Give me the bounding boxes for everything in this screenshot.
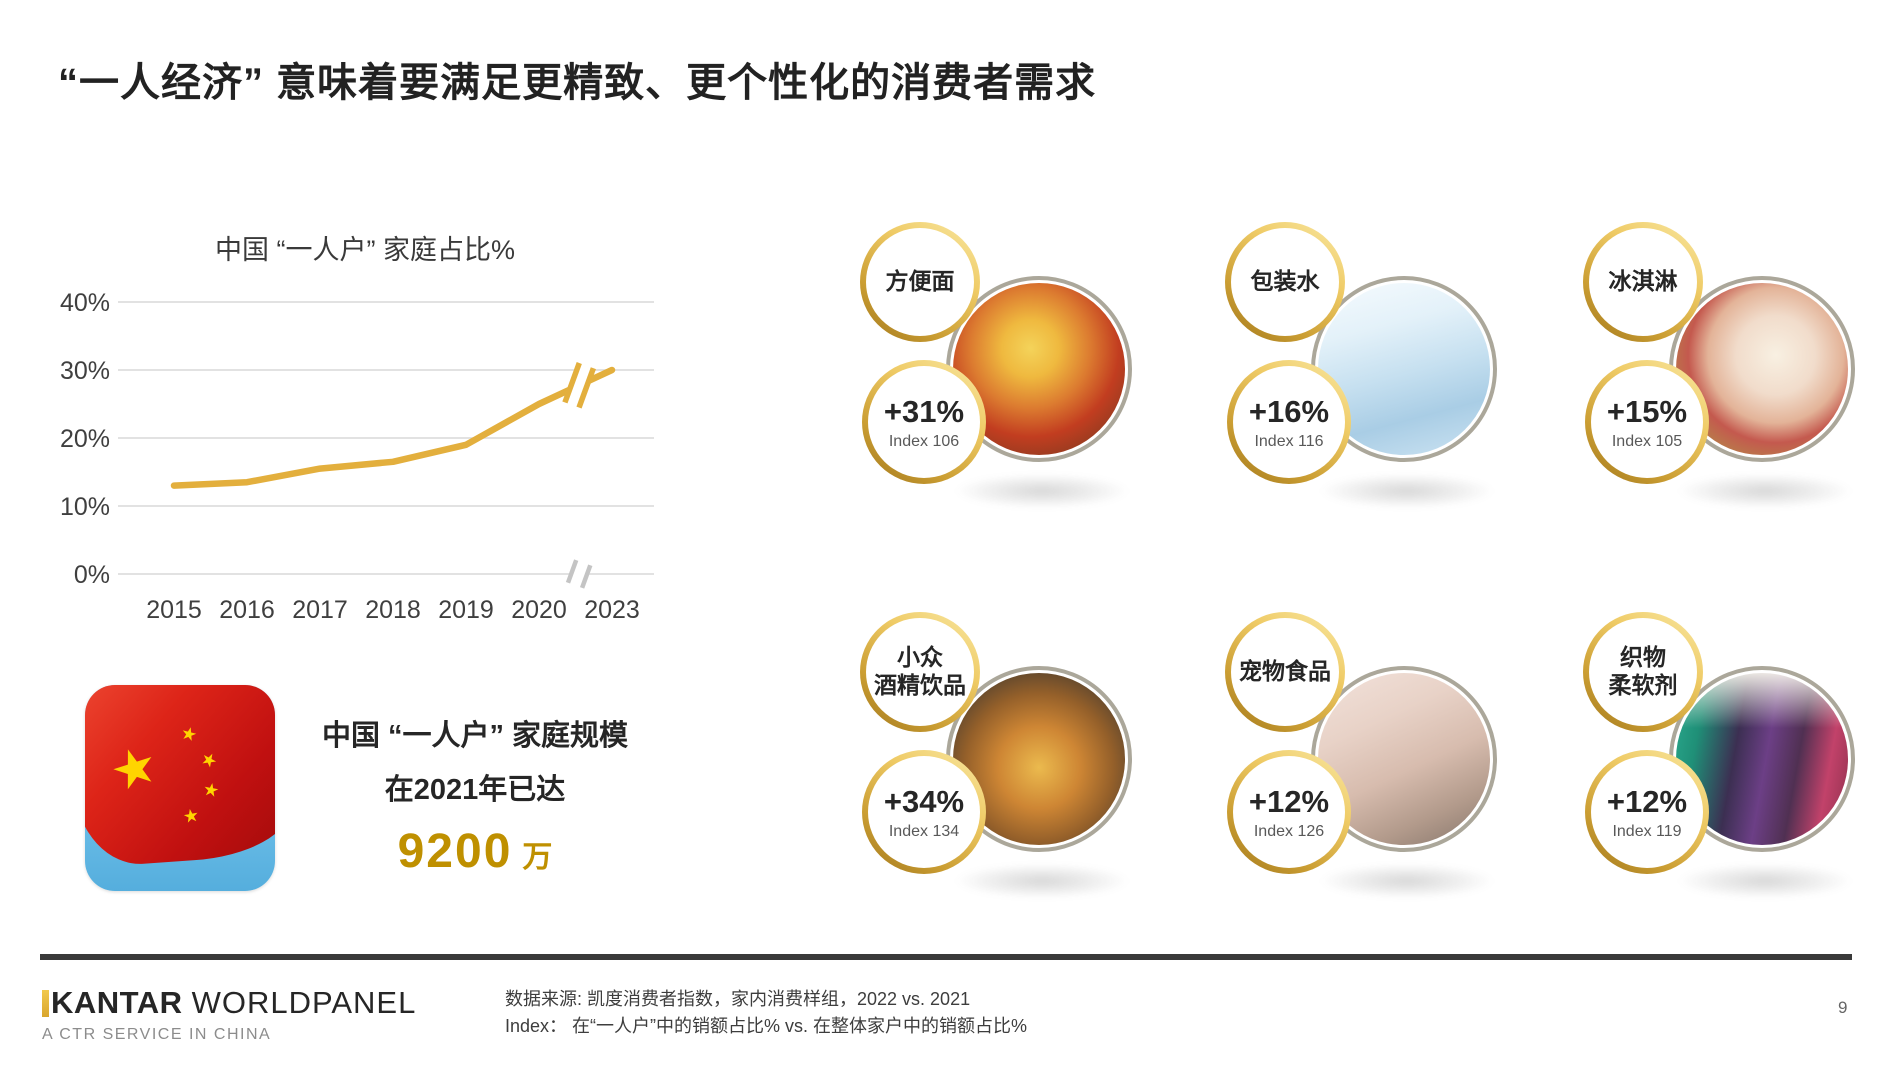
growth-value: +12%	[1248, 783, 1330, 819]
growth-value: +15%	[1606, 393, 1688, 429]
growth-value: +12%	[1606, 783, 1688, 819]
product-card-bottled-water: 包装水 +16% Index 116	[1225, 222, 1515, 522]
china-flag-icon: ★ ★ ★ ★ ★	[85, 685, 275, 891]
trend-line	[170, 366, 616, 489]
index-value: Index 106	[888, 432, 960, 450]
slide-title: “一人经济” 意味着要满足更精致、更个性化的消费者需求	[58, 61, 1097, 105]
line-break-mark	[561, 359, 597, 412]
page-number: 9	[1838, 998, 1848, 1017]
growth-value: +16%	[1248, 393, 1330, 429]
data-source-note: 数据来源: 凯度消费者指数，家内消费样组，2022 vs. 2021 Index…	[505, 986, 1027, 1040]
flag-small-star: ★	[201, 778, 221, 802]
category-label: 方便面	[885, 268, 955, 295]
product-card-ice-cream: 冰淇淋 +15% Index 105	[1583, 222, 1873, 522]
photo-shadow	[956, 864, 1128, 898]
photo-shadow	[1321, 474, 1493, 508]
index-value: Index 126	[1253, 822, 1325, 840]
x-tick-label: 2015	[146, 596, 202, 624]
source-line1: 数据来源: 凯度消费者指数，家内消费样组，2022 vs. 2021	[505, 989, 971, 1009]
growth-badge-circle: +16% Index 116	[1227, 360, 1351, 484]
photo-shadow	[1321, 864, 1493, 898]
index-value: Index 116	[1254, 432, 1324, 450]
y-tick-label: 20%	[60, 425, 110, 453]
y-tick-label: 30%	[60, 357, 110, 385]
highlight-number-row: 9200 万	[290, 824, 660, 879]
category-label-circle: 宠物食品	[1225, 612, 1345, 732]
x-tick-label: 2023	[584, 596, 640, 624]
x-tick-label: 2019	[438, 596, 494, 624]
growth-value: +34%	[883, 783, 965, 819]
x-tick-label: 2018	[365, 596, 421, 624]
highlight-line1: 中国 “一人户” 家庭规模	[321, 720, 629, 752]
source-line2: Index： 在“一人户”中的销额占比% vs. 在整体家户中的销额占比%	[505, 1016, 1028, 1036]
axis-break-mark	[565, 558, 593, 590]
category-label-circle: 包装水	[1225, 222, 1345, 342]
brand-kantar: KANTAR	[51, 985, 183, 1020]
category-label: 织物 柔软剂	[1608, 644, 1678, 698]
product-card-craft-alcohol: 小众 酒精饮品 +34% Index 134	[860, 612, 1150, 912]
x-tick-label: 2020	[511, 596, 567, 624]
index-value: Index 134	[888, 822, 960, 840]
x-tick-label: 2016	[219, 596, 275, 624]
flag-small-star: ★	[181, 804, 201, 828]
brand-subtitle: A CTR SERVICE IN CHINA	[42, 1026, 272, 1043]
chart-title: 中国 “一人户” 家庭占比%	[215, 235, 515, 265]
category-label: 冰淇淋	[1608, 268, 1678, 295]
product-card-pet-food: 宠物食品 +12% Index 126	[1225, 612, 1515, 912]
category-label-circle: 小众 酒精饮品	[860, 612, 980, 732]
highlight-line2: 在2021年已达	[384, 774, 566, 806]
kantar-gold-bar-icon	[42, 989, 49, 1017]
photo-shadow	[1679, 864, 1851, 898]
footer-divider	[40, 954, 1852, 960]
kantar-worldpanel-logo: KANTAR WORLDPANEL A CTR SERVICE IN CHINA	[42, 985, 416, 1044]
y-tick-label: 40%	[60, 289, 110, 317]
photo-shadow	[956, 474, 1128, 508]
growth-value: +31%	[883, 393, 965, 429]
product-photo-ring	[1669, 666, 1855, 852]
brand-worldpanel: WORLDPANEL	[191, 985, 417, 1020]
category-label: 小众 酒精饮品	[874, 644, 966, 698]
product-card-fabric-softener: 织物 柔软剂 +12% Index 119	[1583, 612, 1873, 912]
product-card-instant-noodles: 方便面 +31% Index 106	[860, 222, 1150, 522]
growth-badge-circle: +12% Index 119	[1585, 750, 1709, 874]
category-label-circle: 冰淇淋	[1583, 222, 1703, 342]
household-scale-highlight: 中国 “一人户” 家庭规模 在2021年已达 9200 万	[290, 712, 660, 879]
x-tick-label: 2017	[292, 596, 348, 624]
index-value: Index 105	[1611, 432, 1683, 450]
highlight-unit: 万	[522, 841, 553, 874]
y-tick-label: 0%	[74, 561, 110, 589]
highlight-number: 9200	[397, 825, 513, 878]
product-photo-ring	[1311, 276, 1497, 462]
product-photo-ring	[946, 276, 1132, 462]
growth-badge-circle: +12% Index 126	[1227, 750, 1351, 874]
photo-shadow	[1679, 474, 1851, 508]
category-label: 宠物食品	[1239, 658, 1331, 685]
index-value: Index 119	[1612, 822, 1682, 840]
y-tick-label: 10%	[60, 493, 110, 521]
growth-badge-circle: +15% Index 105	[1585, 360, 1709, 484]
category-label: 包装水	[1250, 268, 1320, 295]
growth-badge-circle: +31% Index 106	[862, 360, 986, 484]
household-share-line-chart: 0% 10% 20% 30% 40% 2015 2016 2017 2018 2019 2020 20…	[60, 289, 654, 624]
category-label-circle: 织物 柔软剂	[1583, 612, 1703, 732]
product-photo-ring	[946, 666, 1132, 852]
category-label-circle: 方便面	[860, 222, 980, 342]
growth-badge-circle: +34% Index 134	[862, 750, 986, 874]
